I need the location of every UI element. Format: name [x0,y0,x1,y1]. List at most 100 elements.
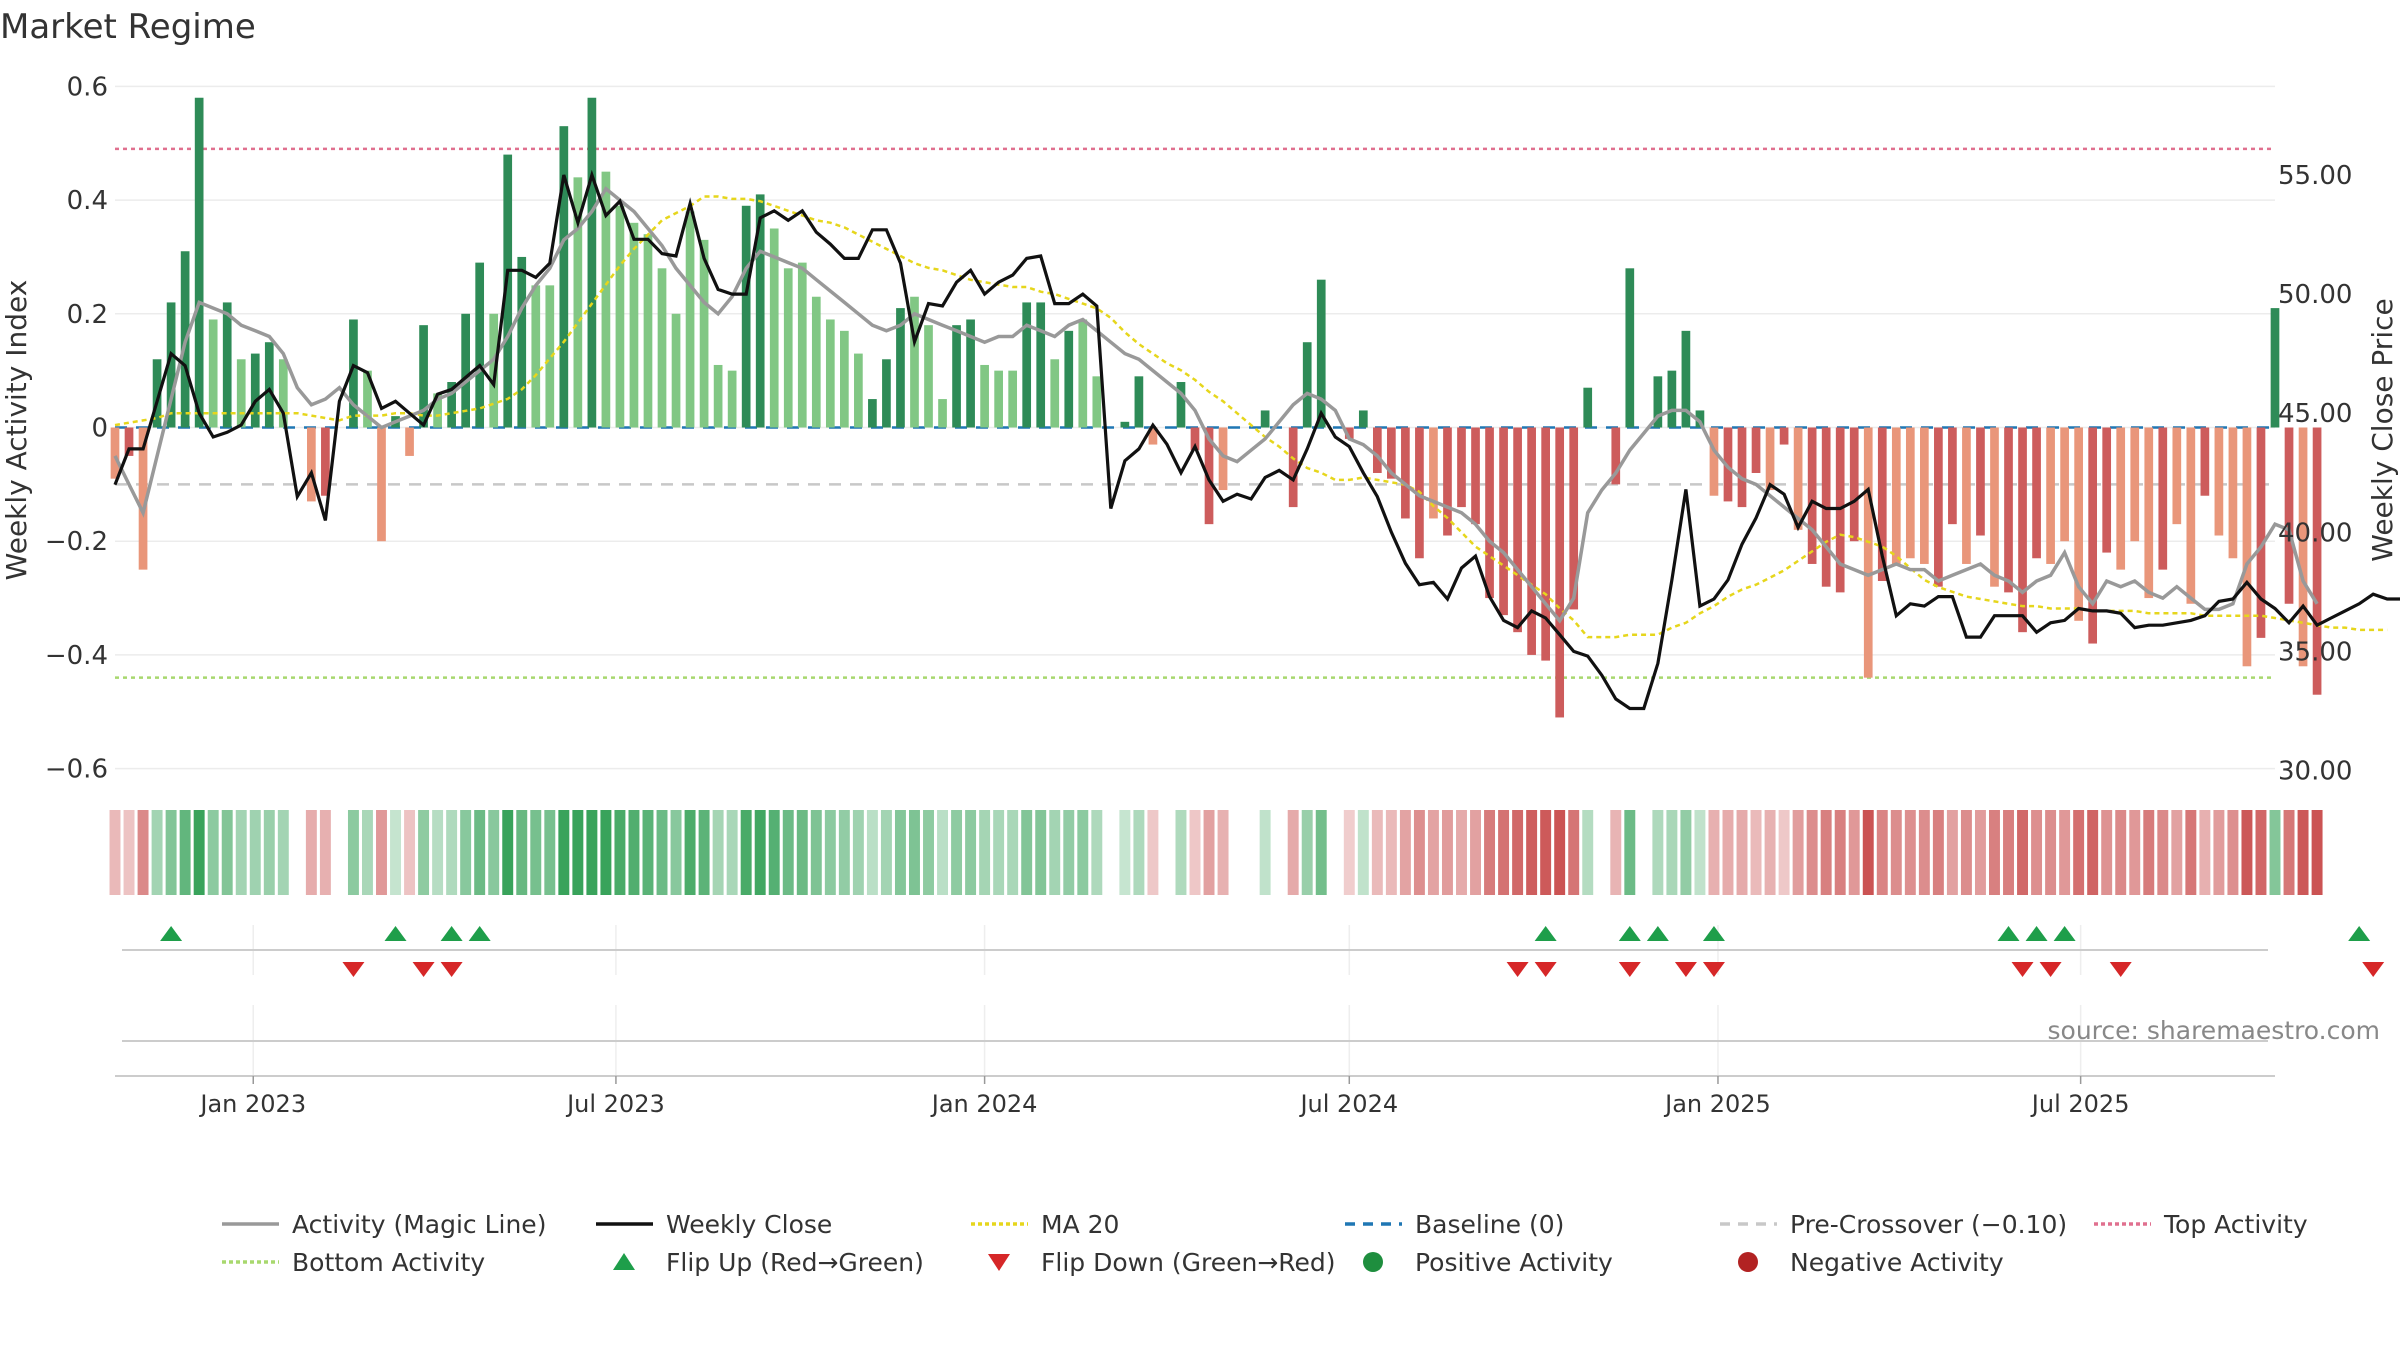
ribbon-cell [1582,810,1594,895]
ribbon-cell [656,810,668,895]
ribbon-cell [1217,810,1229,895]
activity-bar [938,399,947,428]
activity-bar [896,308,905,428]
ribbon-cell [1371,810,1383,895]
ribbon-cell [530,810,542,895]
activity-bar [2032,427,2041,559]
activity-bar [755,194,765,428]
activity-bar [110,427,120,479]
activity-bar [2130,427,2140,542]
activity-bar [1190,427,1200,451]
activity-bar [1148,427,1158,445]
legend: Activity (Magic Line) Weekly Close MA 20 Ba… [222,1210,2308,1277]
activity-bar [840,330,849,428]
legend-item: MA 20 [971,1210,1119,1239]
activity-bar [2270,308,2280,428]
bottom-panel [115,1005,2275,1077]
flip-up-marker [2348,926,2371,941]
ribbon-cell [1834,810,1846,895]
activity-bar [868,399,877,428]
flip-down-marker [1618,962,1641,977]
flip-down-marker [1534,962,1557,977]
legend-item: Top Activity [2094,1210,2308,1239]
y-tick-label: 0 [91,414,108,444]
activity-bar [1078,319,1088,428]
legend-item: Bottom Activity [222,1248,485,1277]
ribbon-cell [1385,810,1397,895]
ribbon-cell [2031,810,2043,895]
ribbon-cell [1357,810,1369,895]
y-tick-label: −0.6 [45,755,108,785]
flip-down-marker [1674,962,1697,977]
flip-up-marker [1702,926,1725,941]
flip-up-marker [2053,926,2076,941]
legend-label: Bottom Activity [292,1248,485,1277]
ribbon-cell [558,810,570,895]
activity-bar [1779,427,1789,445]
activity-bar [321,427,330,496]
x-tick-label: Jan 2024 [930,1090,1038,1118]
y2-tick-label: 50.00 [2278,280,2352,310]
activity-bar [1625,268,1635,428]
activity-bar [545,285,555,428]
activity-bar [489,313,499,428]
activity-bar [1934,427,1943,587]
activity-bar [1485,427,1494,599]
ribbon-cell [347,810,359,895]
ribbon-cell [361,810,373,895]
flip-down-marker [2362,962,2385,977]
x-tick-label: Jan 2023 [198,1090,306,1118]
activity-bar [236,359,246,428]
chart-title: Market Regime [0,7,256,47]
activity-bar [910,296,919,428]
ribbon-cell [1470,810,1481,895]
source-label: source: sharemaestro.com [2048,1016,2381,1045]
activity-bar [1695,410,1705,428]
ribbon-cell [810,810,822,895]
ribbon-cell [1876,810,1888,895]
ribbon-cell [866,810,878,895]
ribbon-cell [263,810,275,895]
activity-bar [1891,427,1901,564]
activity-bar [1905,427,1915,559]
ribbon-cell [979,810,991,895]
ribbon-cell [193,810,205,895]
activity-bar [377,427,386,542]
activity-bar [994,370,1003,428]
ribbon-cell [2297,810,2309,895]
ribbon-cell [1413,810,1425,895]
ribbon-cell [1848,810,1860,895]
ribbon-cell [1862,810,1874,895]
activity-bar [222,302,232,428]
ribbon-cell [2283,810,2295,895]
activity-bar [2102,427,2112,553]
ribbon-cell [600,810,612,895]
ribbon-cell [1610,810,1622,895]
activity-bar [699,239,709,428]
activity-bar [2060,427,2069,542]
legend-item: Flip Up (Red→Green) [613,1248,924,1277]
ribbon-cell [993,810,1005,895]
ribbon-cell [1526,810,1538,895]
ribbon-cell [1806,810,1818,895]
activity-bar [783,268,793,428]
flip-down-marker [2011,962,2034,977]
activity-bar [1863,427,1873,678]
activity-bar [980,364,989,428]
ribbon-cell [937,810,949,895]
activity-bar [1302,342,1312,428]
activity-bar [405,427,414,456]
activity-bar [2046,427,2055,564]
activity-bar [1877,427,1887,582]
y2-tick-label: 40.00 [2278,518,2352,548]
ribbon-cell [2087,810,2099,895]
ribbon-cell [923,810,934,895]
ribbon-cell [670,810,682,895]
activity-bar [1316,279,1326,428]
flip-up-marker [160,926,183,941]
activity-bar [166,302,176,428]
ribbon-cell [1498,810,1510,895]
activity-bar [2228,427,2238,559]
ribbon-cell [1974,810,1986,895]
